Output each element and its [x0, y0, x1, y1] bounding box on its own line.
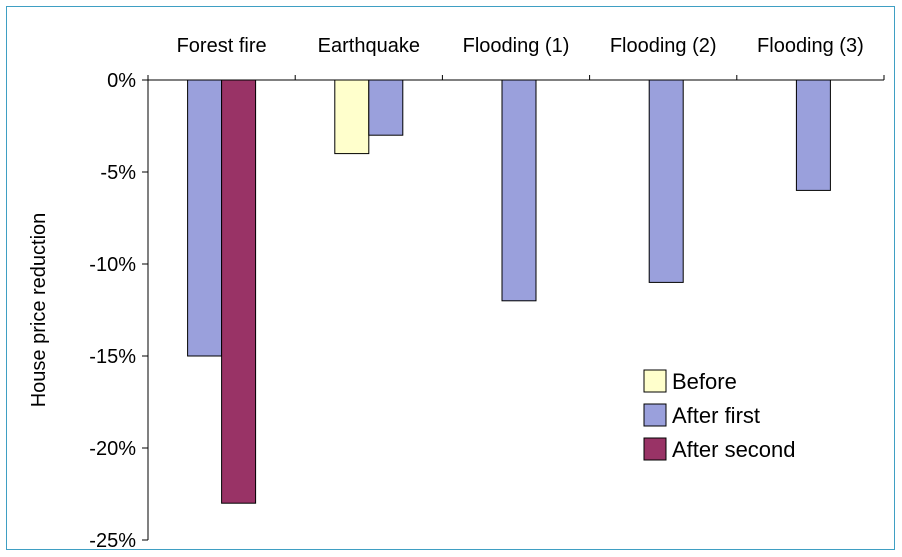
y-tick-label: -15%	[89, 346, 136, 368]
bar-forest-fire-after-second	[221, 79, 257, 504]
legend-swatch	[643, 403, 667, 427]
bar-earthquake-before	[334, 79, 370, 155]
y-tick-label: -5%	[100, 162, 136, 184]
legend-label: After second	[672, 437, 796, 462]
category-label: Earthquake	[318, 35, 420, 57]
legend-label: Before	[672, 369, 737, 394]
bar-flooding-3-after-first	[795, 79, 831, 191]
y-tick-label: 0%	[107, 70, 136, 92]
legend-swatch	[643, 437, 667, 461]
category-label: Flooding (1)	[463, 35, 570, 57]
y-tick-label: -20%	[89, 438, 136, 460]
y-axis-title: House price reduction	[28, 213, 50, 408]
legend-label: After first	[672, 403, 760, 428]
category-label: Flooding (3)	[757, 35, 864, 57]
category-label: Forest fire	[177, 35, 267, 57]
y-tick-label: -10%	[89, 254, 136, 276]
bar-flooding-1-after-first	[501, 79, 537, 302]
bar-forest-fire-after-first	[187, 79, 223, 357]
bar-earthquake-after-first	[368, 79, 404, 136]
legend-swatch	[643, 369, 667, 393]
chart-frame	[6, 6, 895, 550]
y-tick-label: -25%	[89, 530, 136, 552]
bar-flooding-2-after-first	[648, 79, 684, 283]
category-label: Flooding (2)	[610, 35, 717, 57]
